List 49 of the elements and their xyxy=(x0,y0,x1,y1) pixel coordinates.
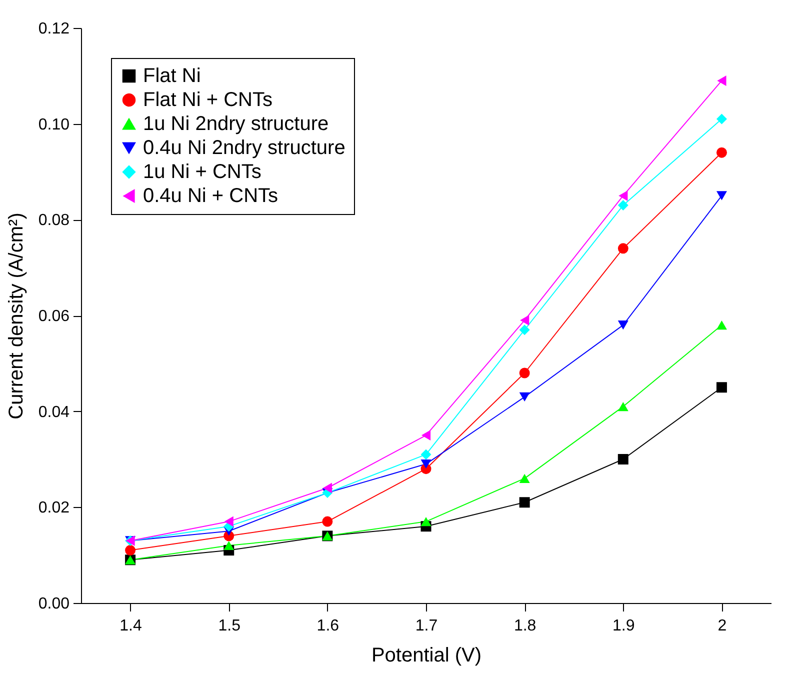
x-tick-label: 1.9 xyxy=(612,618,635,634)
legend-label: Flat Ni xyxy=(143,65,201,87)
legend-label: 0.4u Ni 2ndry structure xyxy=(143,137,346,159)
point xyxy=(717,75,726,86)
point xyxy=(322,482,332,494)
x-tick-label: 1.7 xyxy=(415,618,438,634)
x-tick-label: 2 xyxy=(718,618,727,634)
point xyxy=(519,324,530,336)
point xyxy=(716,191,727,200)
point xyxy=(519,392,530,402)
point xyxy=(520,315,530,326)
point xyxy=(224,516,234,527)
point xyxy=(618,454,628,464)
point xyxy=(618,190,628,201)
legend-label: 0.4u Ni + CNTs xyxy=(143,185,278,207)
point xyxy=(322,516,333,527)
x-axis-title: Potential (V) xyxy=(371,644,482,666)
y-tick-label: 0.02 xyxy=(38,500,70,517)
point xyxy=(716,114,727,124)
x-tick-label: 1.6 xyxy=(316,618,340,634)
x-tick-label: 1.4 xyxy=(120,618,142,634)
point xyxy=(618,200,628,211)
point xyxy=(716,320,727,330)
y-tick-label: 0.06 xyxy=(38,308,70,325)
point xyxy=(421,430,431,441)
point xyxy=(420,460,432,469)
point xyxy=(618,320,628,330)
legend-label: 1u Ni 2ndry structure xyxy=(143,113,329,135)
point xyxy=(716,382,727,393)
point xyxy=(519,368,530,378)
point xyxy=(716,147,727,158)
point xyxy=(519,497,530,508)
x-tick-label: 1.5 xyxy=(218,618,241,634)
point xyxy=(519,474,530,483)
point xyxy=(125,545,136,556)
point xyxy=(618,243,628,254)
y-tick-label: 0.04 xyxy=(38,404,70,421)
x-tick-label: 1.8 xyxy=(514,618,536,634)
y-tick-label: 0.00 xyxy=(38,596,70,612)
y-tick-label: 0.10 xyxy=(38,116,70,134)
point xyxy=(420,449,432,460)
point xyxy=(618,402,628,412)
y-tick-label: 0.08 xyxy=(38,212,70,230)
y-tick-label: 0.12 xyxy=(38,20,70,38)
legend-label: 1u Ni + CNTs xyxy=(143,161,262,183)
legend-label: Flat Ni + CNTs xyxy=(143,89,272,111)
point xyxy=(224,540,234,550)
point xyxy=(420,517,432,526)
y-axis-title: Current density (A/cm²) xyxy=(5,212,28,420)
